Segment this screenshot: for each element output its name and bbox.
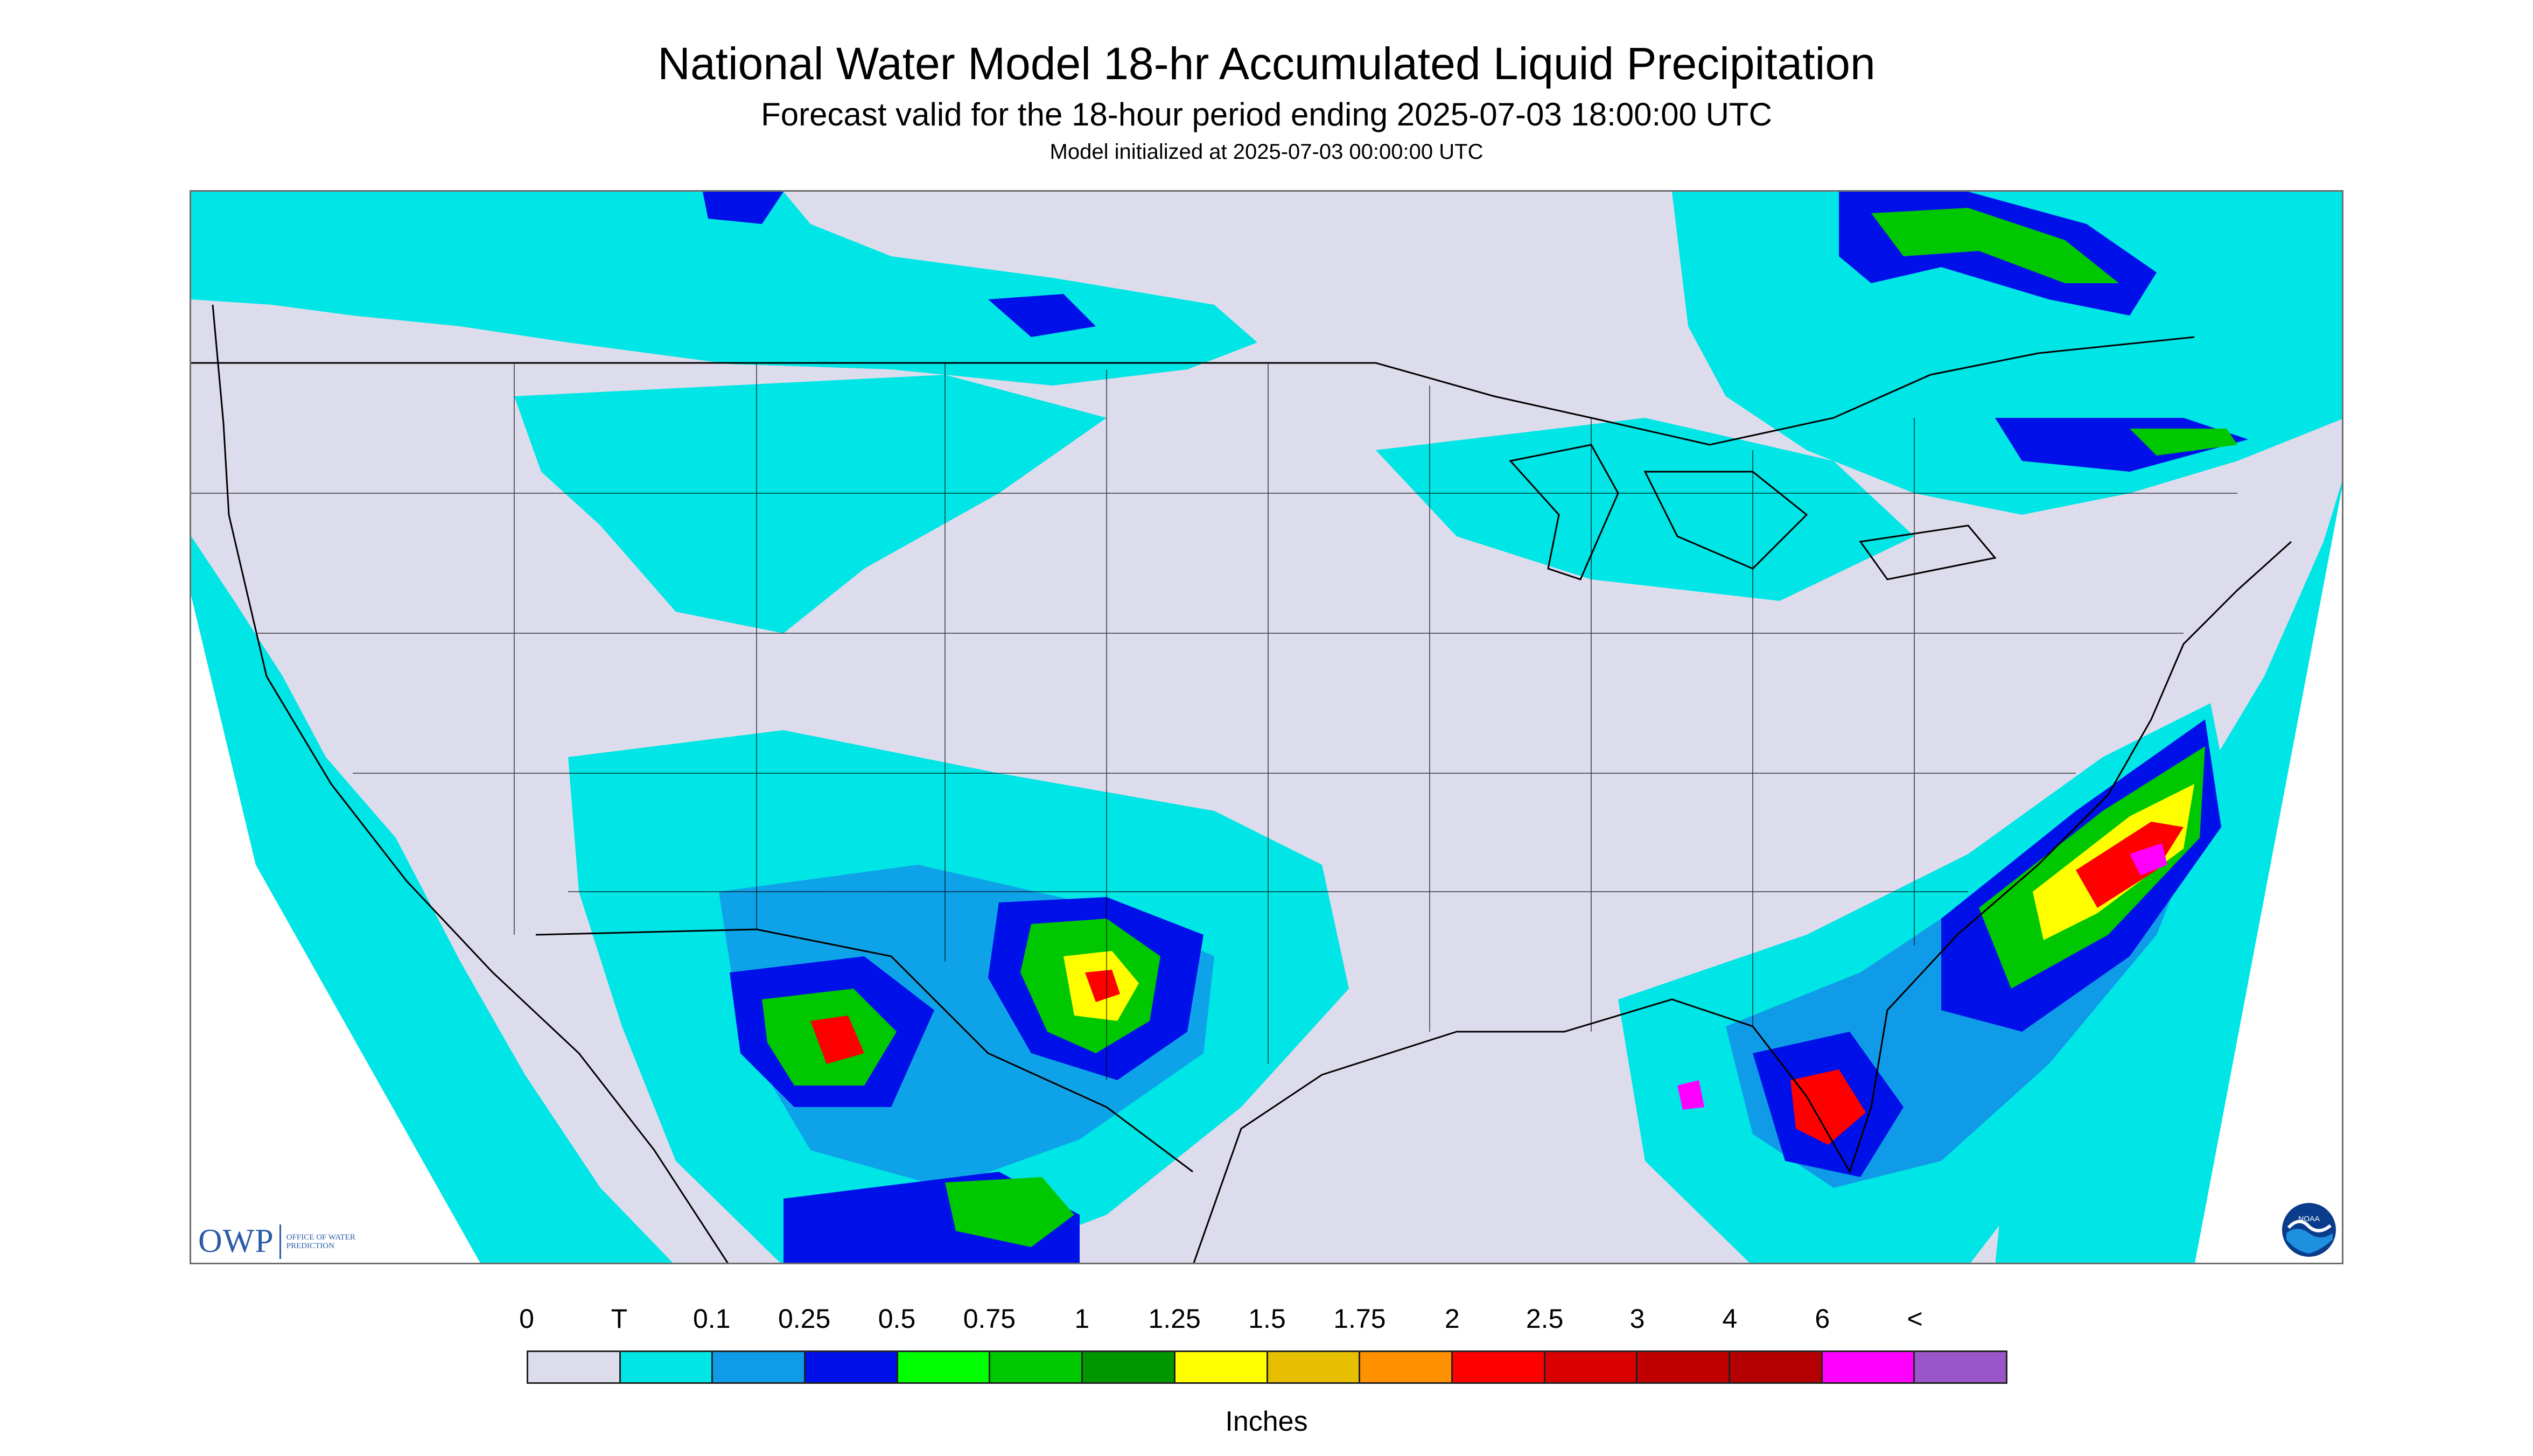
legend-labels: 0 T 0.1 0.25 0.5 0.75 1 1.25 1.5 1.75 2 2.5 3 4 6 < [0,1303,2533,1341]
precip-core-quebec-green [1871,208,2119,283]
owp-mark: OWP [198,1223,274,1259]
legend-color-bar [527,1350,2007,1384]
owp-logo: OWP OFFICE OF WATER PREDICTION [198,1222,373,1261]
legend-swatch [806,1352,898,1382]
precipitation-map [190,190,2343,1264]
noaa-logo-text: NOAA [2298,1214,2320,1223]
legend-label: 1 [1074,1304,1090,1334]
legend-units: Inches [1225,1406,1308,1437]
precip-field-plains [514,375,1107,633]
legend-label: 1.5 [1248,1304,1286,1334]
legend-swatch [898,1352,991,1382]
legend-swatch [1730,1352,1823,1382]
precip-core-texas-red [1085,970,1120,1002]
legend-label: 4 [1722,1304,1738,1334]
legend-swatch [990,1352,1083,1382]
legend-label: 0.75 [963,1304,1016,1334]
legend-swatch [1545,1352,1638,1382]
boundaries [191,304,2292,1263]
precip-core-mexico-green [945,1177,1074,1247]
precip-core-new-mexico-red [810,1016,864,1064]
pacific-coast [212,304,729,1263]
legend-swatch [1083,1352,1175,1382]
legend-swatch [713,1352,806,1382]
us-canada-border [191,336,2195,446]
owp-divider [279,1224,281,1259]
legend-label: T [611,1304,628,1334]
legend-label: 2 [1444,1304,1460,1334]
legend-swatch [1452,1352,1545,1382]
legend-swatch [1268,1352,1361,1382]
gulf-coast [1193,541,2292,1263]
precip-core-atlantic-magenta [2130,843,2167,876]
map-subtitle: Forecast valid for the 18-hour period en… [761,96,1772,132]
legend-swatch [620,1352,713,1382]
legend-label: 1.75 [1333,1304,1386,1334]
precip-streak-north-2 [703,192,783,224]
us-mexico-border [535,928,1193,1173]
legend-label: 3 [1629,1304,1645,1334]
legend-swatch [1638,1352,1730,1382]
precip-core-florida-magenta [1677,1080,1704,1110]
precip-streak-north-1 [988,294,1096,337]
legend-label: 0.1 [692,1304,731,1334]
legend-label: 0 [519,1304,534,1334]
legend-swatch [1822,1352,1915,1382]
map-canvas [191,192,2342,1263]
precip-core-florida-red [1790,1069,1866,1145]
model-init-line: Model initialized at 2025-07-03 00:00:00… [1049,140,1484,164]
precip-field-west-ocean [191,536,673,1263]
legend-label: 0.25 [778,1304,831,1334]
noaa-logo: NOAA [2282,1203,2336,1257]
precip-field-north [191,192,1257,386]
legend-swatch [1915,1352,2006,1382]
precip-core-atlantic-red [2076,822,2184,908]
legend-label: 0.5 [878,1304,916,1334]
legend-label: 6 [1815,1304,1830,1334]
legend-swatch [1175,1352,1268,1382]
map-title: National Water Model 18-hr Accumulated L… [657,38,1876,89]
owp-text: OFFICE OF WATER PREDICTION [286,1233,355,1250]
precip-streak-ontario-green [2130,429,2237,456]
legend-label: < [1907,1304,1923,1334]
legend-label: 2.5 [1526,1304,1564,1334]
legend-label: 1.25 [1148,1304,1201,1334]
precip-field-great-lakes [1376,418,1914,601]
legend-swatch [528,1352,621,1382]
state-borders [191,363,2237,1080]
legend-swatch [1360,1352,1453,1382]
